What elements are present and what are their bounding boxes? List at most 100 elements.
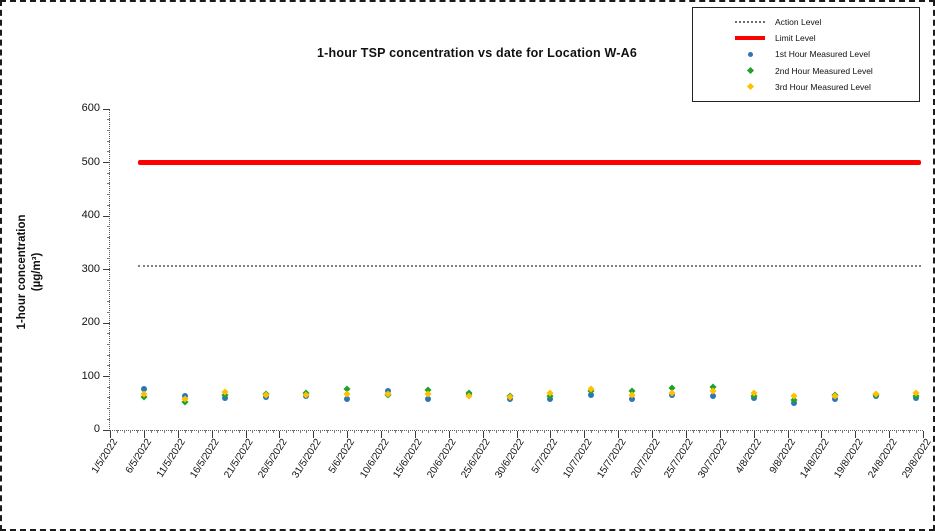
y-axis-minor-tick: [107, 258, 110, 260]
x-axis-tick: [381, 431, 382, 438]
y-axis-minor-tick: [107, 172, 110, 174]
x-axis-minor-tick: [733, 430, 735, 433]
x-axis-tick: [516, 431, 518, 438]
y-axis-tick: [103, 429, 110, 431]
y-axis-minor-tick: [107, 183, 110, 185]
y-axis-tick-label: 300: [81, 262, 100, 275]
legend-item-1st-hour: 1st Hour Measured Level: [693, 49, 919, 59]
x-axis-minor-tick: [557, 430, 559, 433]
x-axis-minor-tick: [360, 430, 362, 433]
x-axis-minor-tick: [692, 430, 694, 433]
y-axis-tick-label: 0: [93, 423, 100, 435]
x-axis-minor-tick: [502, 430, 504, 433]
y-axis-title-line1: 1-hour concentration: [16, 214, 29, 330]
x-axis-tick: [855, 431, 857, 438]
x-axis-minor-tick: [123, 430, 125, 433]
x-axis-tick: [347, 431, 349, 438]
1st-hour-measured-level-marker: [709, 393, 716, 400]
x-axis-minor-tick: [198, 430, 200, 433]
x-axis-minor-tick: [130, 430, 132, 433]
x-axis-tick: [313, 431, 315, 438]
x-axis-tick: [110, 431, 111, 438]
x-axis-minor-tick: [292, 430, 294, 433]
y-axis-minor-tick: [107, 397, 110, 399]
y-axis-minor-tick: [107, 279, 110, 281]
x-axis-minor-tick: [320, 430, 322, 433]
x-axis-minor-tick: [374, 430, 376, 433]
y-axis-tick: [103, 215, 110, 217]
x-axis-minor-tick: [794, 430, 796, 433]
x-axis-minor-tick: [408, 430, 410, 433]
y-axis-minor-tick: [107, 311, 110, 313]
x-axis-minor-tick: [645, 430, 647, 433]
x-axis-minor-tick: [259, 430, 261, 433]
legend-item-2nd-hour: 2nd Hour Measured Level: [693, 66, 919, 76]
x-axis-minor-tick: [184, 430, 186, 433]
x-axis-minor-tick: [828, 430, 830, 433]
x-axis-minor-tick: [875, 430, 877, 433]
x-axis-minor-tick: [496, 430, 498, 433]
1st-hour-measured-level-marker: [588, 392, 595, 399]
y-axis-tick: [103, 108, 110, 110]
x-axis-tick: [753, 431, 755, 438]
x-axis-minor-tick: [286, 430, 288, 433]
x-axis-minor-tick: [455, 430, 457, 433]
y-axis-title-line2: (µg/m³): [31, 252, 43, 292]
x-axis-minor-tick: [265, 430, 267, 433]
x-axis-minor-tick: [326, 430, 328, 433]
y-axis-minor-tick: [107, 129, 110, 131]
y-axis-tick: [103, 376, 110, 377]
x-axis-minor-tick: [604, 430, 606, 433]
chart-title: 1-hour TSP concentration vs date for Loc…: [317, 46, 637, 60]
x-axis-minor-tick: [638, 430, 640, 433]
x-axis-minor-tick: [137, 430, 139, 433]
y-axis-minor-tick: [107, 290, 110, 292]
y-axis-tick: [103, 269, 110, 270]
x-axis-minor-tick: [760, 430, 762, 433]
x-axis-minor-tick: [340, 430, 342, 433]
x-axis-minor-tick: [435, 430, 437, 433]
x-axis-minor-tick: [895, 430, 897, 433]
x-axis-minor-tick: [530, 430, 532, 433]
y-axis-minor-tick: [107, 194, 110, 196]
y-axis-tick-label: 400: [81, 209, 100, 221]
limit-level-line-icon: [735, 34, 765, 42]
x-axis-minor-tick: [523, 430, 525, 433]
x-axis-minor-tick: [570, 430, 572, 433]
y-axis-tick-label: 600: [81, 102, 100, 114]
x-axis-tick: [652, 431, 653, 438]
x-axis-minor-tick: [591, 430, 593, 433]
legend-label: Limit Level: [775, 33, 816, 44]
x-axis-tick: [685, 431, 687, 438]
x-axis-minor-tick: [780, 430, 782, 433]
x-axis-minor-tick: [353, 430, 355, 433]
x-axis-minor-tick: [740, 430, 742, 433]
x-axis-minor-tick: [428, 430, 430, 433]
x-axis-minor-tick: [469, 430, 471, 433]
x-axis-tick: [482, 431, 484, 438]
action-level-line-icon: [735, 18, 765, 26]
y-axis-minor-tick: [107, 226, 110, 228]
y-axis-minor-tick: [107, 301, 110, 303]
x-axis-minor-tick: [164, 430, 166, 433]
legend-item-action-level: Action Level: [693, 17, 919, 27]
third-hour-marker-icon: [735, 83, 765, 91]
first-hour-marker-icon: [735, 50, 765, 58]
x-axis-tick: [143, 431, 145, 438]
x-axis-minor-tick: [299, 430, 301, 433]
x-axis-minor-tick: [394, 430, 396, 433]
x-axis-minor-tick: [862, 430, 864, 433]
x-axis-minor-tick: [726, 430, 728, 433]
x-axis-tick: [279, 431, 281, 438]
y-axis-minor-tick: [107, 365, 110, 367]
x-axis-minor-tick: [624, 430, 626, 433]
x-axis-minor-tick: [577, 430, 579, 433]
1st-hour-measured-level-marker: [425, 395, 432, 402]
x-axis-minor-tick: [157, 430, 159, 433]
x-axis-tick: [821, 431, 823, 438]
x-axis-minor-tick: [767, 430, 769, 433]
x-axis-minor-tick: [834, 430, 836, 433]
x-axis-minor-tick: [475, 430, 477, 433]
x-axis-minor-tick: [563, 430, 565, 433]
